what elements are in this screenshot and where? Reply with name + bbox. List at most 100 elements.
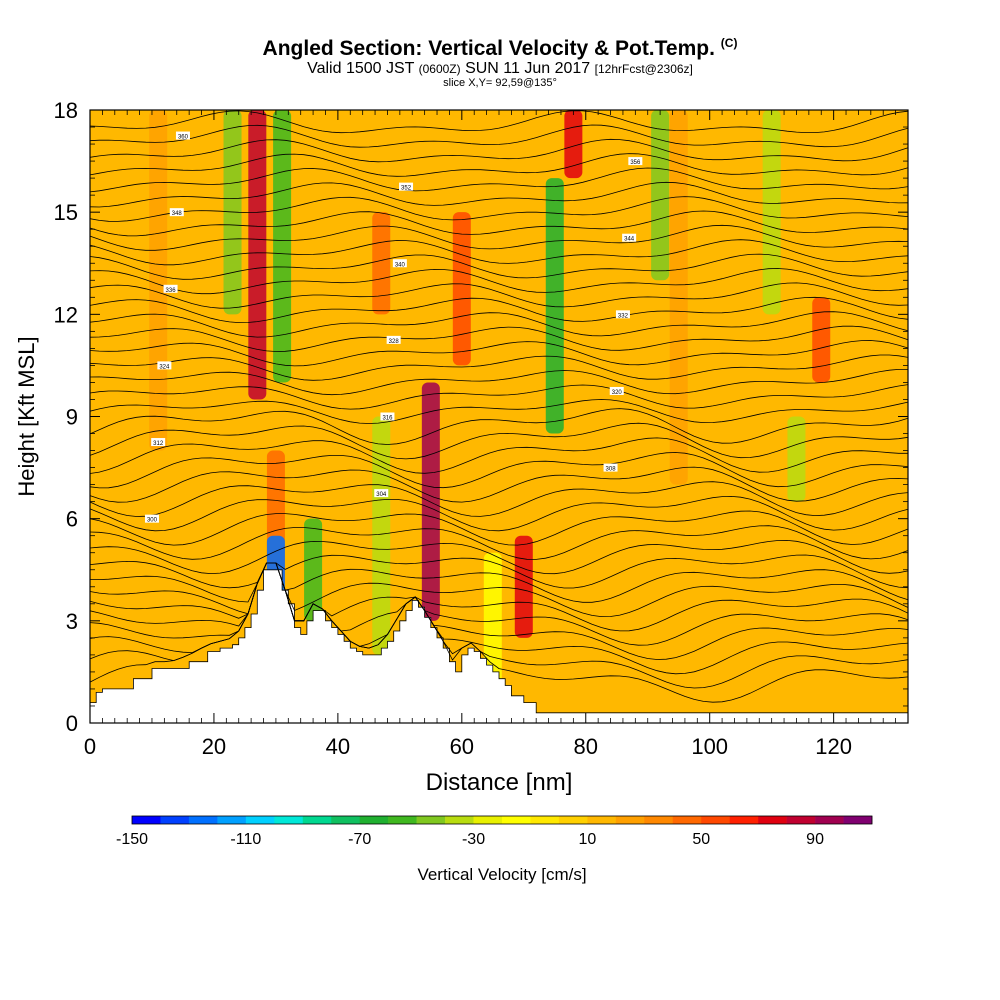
downdraft-column	[372, 416, 391, 655]
x-tick-label: 120	[815, 734, 852, 759]
y-axis-label: Height [Kft MSL]	[14, 336, 39, 496]
isentrope-line	[89, 268, 909, 295]
isentrope-label-bg	[609, 386, 624, 395]
isentrope-label: 308	[606, 467, 617, 473]
colorbar-swatch	[302, 816, 332, 824]
colorbar-swatch	[615, 816, 645, 824]
updraft-column	[564, 110, 583, 179]
colorbar-swatch	[160, 816, 190, 824]
forecast-info: [12hrFcst@2306z]	[594, 62, 693, 76]
isentrope-label-bg	[603, 463, 618, 472]
x-tick-label: 20	[202, 734, 226, 759]
isentrope-line	[89, 399, 909, 424]
updraft-column	[248, 110, 267, 400]
isentrope-label: 332	[618, 313, 629, 319]
chart-title: Angled Section: Vertical Velocity & Pot.…	[0, 36, 1000, 61]
isentrope-label-bg	[374, 489, 389, 498]
isentrope-line	[89, 311, 909, 338]
isentrope-label-bg	[615, 310, 630, 319]
updraft-column	[812, 297, 831, 383]
isentrope-line	[89, 369, 908, 396]
y-tick-label: 3	[66, 609, 78, 634]
isentrope-label-bg	[169, 208, 184, 217]
colorbar-swatch	[729, 816, 759, 824]
chart-subtitle: Valid 1500 JST (0600Z) SUN 11 Jun 2017 […	[0, 60, 1000, 78]
isentrope-line	[89, 340, 909, 367]
colorbar-frame	[131, 815, 873, 825]
downdraft-column	[651, 110, 670, 281]
colorbar-swatch	[132, 816, 161, 824]
slice-info: slice X,Y= 92,59@135°	[443, 77, 557, 89]
isentrope-line	[89, 525, 909, 560]
colorbar-swatch	[644, 816, 674, 824]
colorbar-swatch	[786, 816, 816, 824]
isentrope-label: 336	[166, 288, 177, 294]
isentrope-label: 344	[624, 237, 635, 243]
isentrope-line	[89, 510, 909, 546]
x-tick-label: 100	[691, 734, 728, 759]
colorbar-swatch	[758, 816, 787, 824]
isentrope-label: 328	[389, 339, 400, 345]
updraft-column	[514, 535, 533, 638]
colorbar-swatch	[558, 816, 588, 824]
colorbar-swatch	[473, 816, 503, 824]
isentrope-line	[89, 495, 909, 532]
isentrope-line	[89, 167, 909, 193]
isentrope-line	[89, 562, 909, 603]
isentrope-label: 316	[382, 416, 393, 422]
isentrope-line	[89, 124, 909, 148]
isentrope-line	[89, 354, 909, 381]
updraft-column	[421, 382, 440, 621]
colorbar-label: Vertical Velocity [cm/s]	[417, 865, 586, 884]
isentrope-line	[89, 422, 909, 460]
isentrope-line	[89, 384, 909, 410]
colorbar-swatch	[502, 816, 531, 824]
isentrope-line	[89, 562, 909, 660]
isentrope-line	[89, 210, 909, 237]
y-tick-label: 12	[54, 302, 78, 327]
colorbar-swatch	[245, 816, 275, 824]
x-tick-label: 0	[84, 734, 96, 759]
y-tick-label: 18	[54, 98, 78, 123]
isentrope-label: 356	[630, 160, 641, 166]
colorbar-swatch	[217, 816, 247, 824]
isentrope-line	[89, 562, 909, 618]
isentrope-line	[89, 437, 908, 474]
isentrope-label-bg	[622, 233, 637, 242]
colorbar-swatch	[672, 816, 702, 824]
isentrope-label: 320	[612, 390, 623, 396]
isentrope-label: 324	[159, 364, 170, 370]
isentrope-label: 300	[147, 518, 158, 524]
isentrope-line	[89, 138, 909, 163]
colorbar-swatch	[331, 816, 360, 824]
colorbar-swatch	[359, 816, 389, 824]
isentrope-label-bg	[392, 259, 407, 268]
x-tick-label: 40	[326, 734, 350, 759]
downdraft-column	[762, 110, 781, 315]
isentrope-line	[89, 224, 909, 251]
isentrope-label: 304	[376, 492, 387, 498]
isentrope-line	[89, 562, 909, 675]
y-tick-label: 0	[66, 711, 78, 736]
colorbar-swatch	[416, 816, 446, 824]
isentrope-line	[89, 296, 909, 324]
x-axis-label: Distance [nm]	[426, 769, 573, 796]
colorbar-swatch	[843, 816, 873, 824]
colorbar-tick-label: -150	[116, 831, 148, 848]
colorbar-swatch	[701, 816, 730, 824]
isentrope-label-bg	[157, 361, 172, 370]
y-tick-label: 9	[66, 405, 78, 430]
valid-date: SUN 11 Jun 2017	[465, 60, 591, 77]
isentrope-line	[89, 466, 909, 503]
downdraft-column	[273, 110, 292, 383]
isentrope-label-bg	[399, 182, 414, 191]
colorbar-tick-label: -30	[462, 831, 485, 848]
y-tick-label: 6	[66, 507, 78, 532]
isentrope-line	[89, 282, 909, 309]
y-tick-label: 15	[54, 200, 78, 225]
isentrope-label: 360	[178, 135, 189, 141]
valid-time-prefix: Valid 1500 JST	[307, 60, 415, 77]
updraft-column	[149, 110, 168, 451]
isentrope-line	[89, 562, 909, 632]
isentrope-line	[89, 239, 909, 266]
